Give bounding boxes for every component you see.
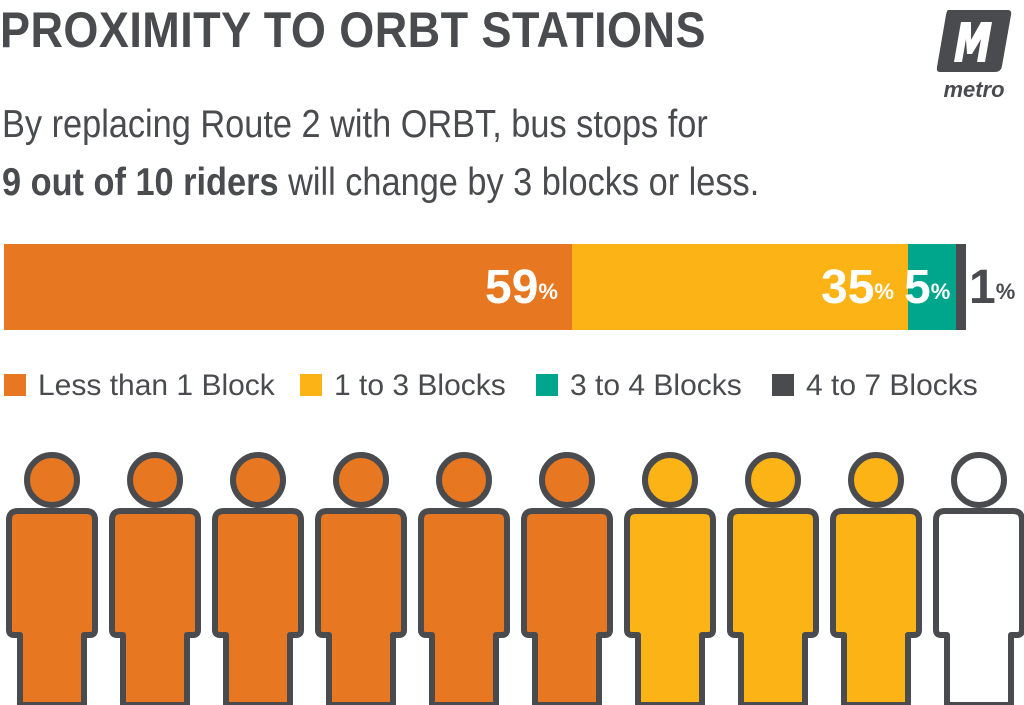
legend-label: 4 to 7 Blocks	[806, 369, 978, 402]
subtitle-line-2-rest: will change by 3 blocks or less.	[278, 161, 760, 204]
bar-label-3-to-4-blocks: 5%	[904, 261, 951, 314]
person-icon	[315, 452, 407, 705]
subtitle-line-1: By replacing Route 2 with ORBT, bus stop…	[2, 103, 708, 146]
person-icon	[624, 452, 716, 705]
person-icon	[109, 452, 201, 705]
metro-logo: metro	[934, 6, 1014, 102]
person-icon	[521, 452, 613, 705]
subtitle-line-2: 9 out of 10 riders will change by 3 bloc…	[2, 154, 891, 212]
legend-label: 3 to 4 Blocks	[570, 369, 742, 402]
person-icon	[830, 452, 922, 705]
stacked-bar: 59% 35% 5%	[4, 244, 966, 330]
metro-m-logo-icon	[936, 10, 1012, 72]
person-icon	[6, 452, 98, 705]
logo-wordmark: metro	[943, 77, 1005, 102]
subtitle: By replacing Route 2 with ORBT, bus stop…	[2, 96, 891, 212]
person-icon	[727, 452, 819, 705]
bar-segment-1-to-3-blocks	[572, 244, 908, 330]
bar-segment-3-to-4-blocks	[908, 244, 956, 330]
legend-label: Less than 1 Block	[38, 369, 275, 402]
legend-swatch	[772, 374, 794, 396]
subtitle-highlight: 9 out of 10 riders	[2, 161, 279, 204]
legend-swatch	[300, 374, 322, 396]
bar-segment-less-than-1-block	[4, 244, 572, 330]
bar-label-less-than-1-block: 59%	[485, 261, 558, 314]
rider-pictogram	[0, 448, 1024, 705]
person-icon	[212, 452, 304, 705]
legend: Less than 1 Block 1 to 3 Blocks 3 to 4 Blo…	[4, 366, 1014, 406]
bar-label-4-to-7-blocks: 1%	[969, 261, 1016, 314]
legend-label: 1 to 3 Blocks	[334, 369, 506, 402]
person-icon	[418, 452, 510, 705]
legend-swatch	[536, 374, 558, 396]
legend-swatch	[4, 374, 26, 396]
page-title: PROXIMITY TO ORBT STATIONS	[0, 2, 706, 58]
bar-segment-4-to-7-blocks	[956, 244, 966, 330]
bar-label-1-to-3-blocks: 35%	[821, 261, 894, 314]
person-icon	[933, 452, 1024, 705]
